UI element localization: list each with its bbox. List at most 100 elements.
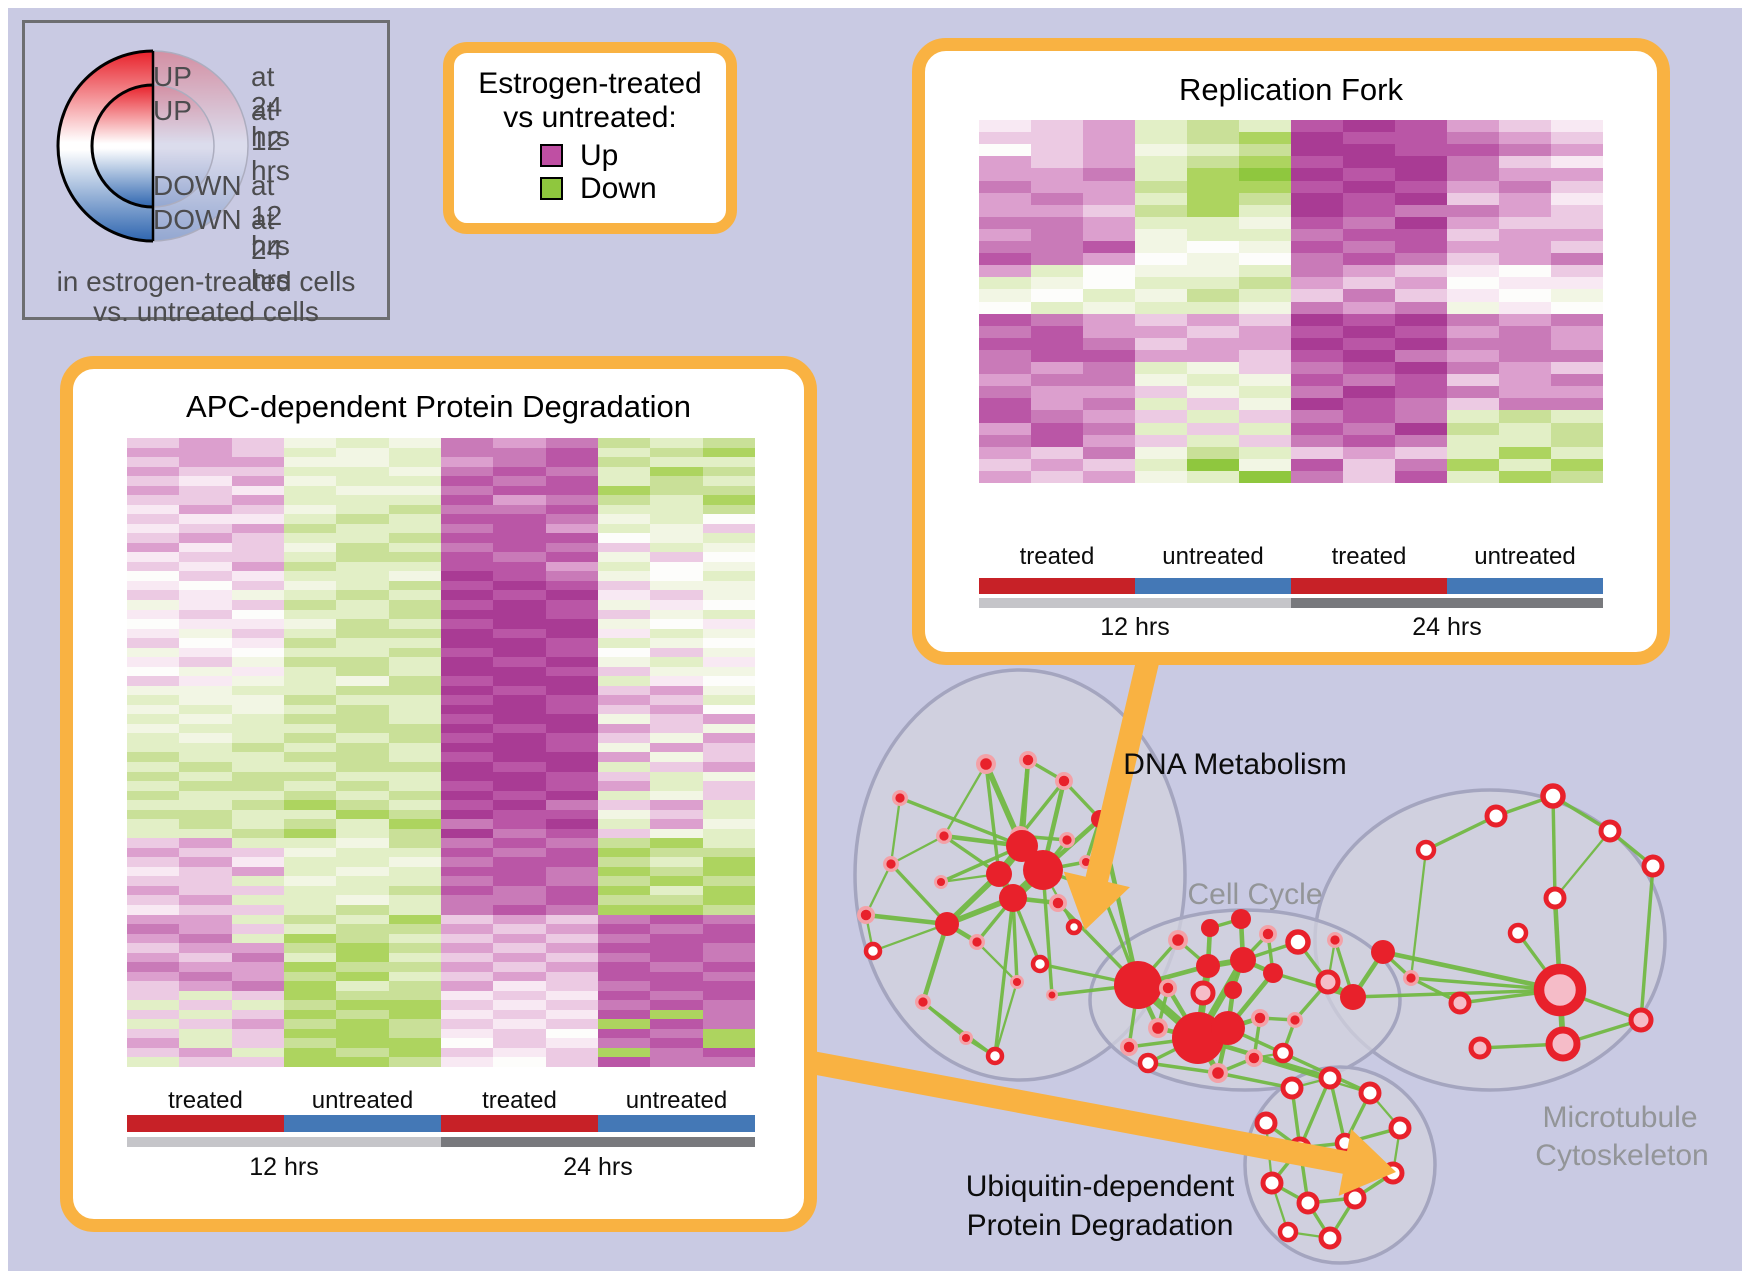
- label-24hrs: 24 hrs: [563, 1153, 633, 1181]
- cluster-label-ubiquitin-line2: Protein Degradation: [966, 1209, 1234, 1242]
- untreated-bar: [284, 1115, 441, 1132]
- network-edge: [1018, 779, 1066, 838]
- network-edge: [1018, 759, 1030, 837]
- network-edge: [1227, 1026, 1371, 1095]
- ring-time-label: at 12 hrs: [251, 95, 290, 186]
- estrogen-title-line1: Estrogen-treated: [478, 67, 702, 100]
- ring-dir-label: DOWN: [153, 204, 242, 235]
- estrogen-title-line2: vs untreated:: [503, 101, 677, 134]
- bar-24hrs: [441, 1137, 755, 1147]
- bar-12hrs: [127, 1137, 441, 1147]
- network-node-halo-core: [1012, 977, 1022, 987]
- network-edge: [943, 763, 987, 837]
- apc-heatmap-panel: APC-dependent Protein Degradation treate…: [60, 356, 817, 1232]
- network-node-ring: [1540, 783, 1566, 809]
- network-node-halo-core: [1152, 1022, 1164, 1034]
- network-node-solid: [1006, 830, 1038, 862]
- treated-bar: [127, 1115, 284, 1132]
- legend-item-up: Up: [540, 139, 657, 172]
- network-node-pink: [1315, 969, 1341, 995]
- connector-arrow-shaft: [785, 1046, 1351, 1175]
- rf-panel-title: Replication Fork: [1179, 72, 1403, 107]
- network-node-halo-core: [1290, 1015, 1300, 1025]
- network-edge: [1147, 1061, 1219, 1075]
- network-node-halo-core: [1172, 934, 1184, 946]
- network-edge: [1425, 814, 1497, 852]
- network-node-ring: [1272, 1042, 1294, 1064]
- apc-panel-title: APC-dependent Protein Degradation: [186, 389, 691, 424]
- network-node-ring: [1137, 1052, 1159, 1074]
- network-node-ring: [1285, 929, 1311, 955]
- up-color-swatch: [540, 144, 563, 167]
- network-edge: [993, 897, 1015, 1057]
- label-12hrs: 12 hrs: [1100, 613, 1170, 641]
- network-node-ring: [1030, 954, 1050, 974]
- down-color-swatch: [540, 177, 563, 200]
- network-edge: [1011, 897, 1019, 983]
- network-edge: [1554, 830, 1611, 899]
- bar-24hrs: [1291, 598, 1603, 608]
- network-node-ring: [1543, 886, 1567, 910]
- network-node-halo-core: [936, 877, 946, 887]
- network-node-ring: [1343, 1186, 1367, 1210]
- network-node-halo-core: [1262, 928, 1274, 940]
- rf-hour-labels: 12 hrs 24 hrs: [979, 612, 1603, 642]
- network-node-halo-core: [980, 758, 992, 770]
- network-node-pink: [1448, 991, 1472, 1015]
- cluster-label-cell-cycle: Cell Cycle: [1187, 878, 1323, 911]
- network-node-solid: [935, 912, 959, 936]
- group-label-treated: treated: [1019, 543, 1095, 570]
- cluster-label-dna-metabolism: DNA Metabolism: [1123, 748, 1347, 781]
- connector-arrow-head: [1338, 1128, 1396, 1196]
- network-edge: [872, 922, 948, 953]
- network-node-halo-core: [1058, 775, 1070, 787]
- network-node-halo-core: [1048, 991, 1056, 999]
- network-node-halo-core: [895, 793, 905, 803]
- network-node-ring: [1415, 839, 1437, 861]
- network-node-solid: [1263, 963, 1283, 983]
- ring-time-label: at 24 hrs: [251, 204, 290, 295]
- network-node-ring: [1318, 1226, 1342, 1250]
- network-node-solid: [1201, 919, 1219, 937]
- down-label: Down: [580, 171, 657, 205]
- label-24hrs: 24 hrs: [1412, 613, 1482, 641]
- network-edge: [1551, 795, 1557, 899]
- network-edge: [889, 862, 949, 926]
- ring-footer-line2: vs. untreated cells: [93, 296, 319, 327]
- network-node-halo-core: [972, 937, 982, 947]
- ring-time-label: at 12 hrs: [251, 170, 290, 261]
- network-node-solid: [1340, 984, 1366, 1010]
- cluster-label-microtubule-line1: Microtubule: [1542, 1101, 1698, 1134]
- network-edge: [1298, 1077, 1332, 1149]
- group-label-treated: treated: [168, 1087, 243, 1114]
- ring-dir-label: UP: [153, 95, 192, 126]
- network-node-ring: [1641, 854, 1665, 878]
- cluster-label-ubiquitin-line1: Ubiquitin-dependent: [965, 1170, 1235, 1203]
- network-edge: [984, 763, 1001, 875]
- network-node-ring: [1507, 922, 1529, 944]
- treated-bar: [979, 578, 1135, 594]
- treated-bar: [441, 1115, 598, 1132]
- bar-12hrs: [979, 598, 1291, 608]
- network-edge: [976, 941, 1018, 983]
- network-node-halo-core: [1123, 1041, 1135, 1053]
- network-edge: [1217, 1071, 1293, 1090]
- rf-group-labels: treated untreated treated untreated: [979, 543, 1603, 571]
- network-edge: [889, 797, 902, 865]
- network-node-solid: [1371, 940, 1395, 964]
- network-node-ring: [1388, 1116, 1412, 1140]
- network-node-solid: [1114, 961, 1162, 1009]
- network-node-ring: [1484, 804, 1508, 828]
- network-edge: [1041, 869, 1054, 996]
- network-edge: [1639, 865, 1655, 1021]
- cluster-label-microtubule-line2: Cytoskeleton: [1535, 1139, 1709, 1172]
- network-node-halo-core: [1062, 835, 1072, 845]
- apc-condition-colorbar: [127, 1115, 755, 1132]
- network-node-halo-core: [1052, 897, 1064, 909]
- rf-condition-colorbar: [979, 578, 1603, 594]
- group-label-treated: treated: [1331, 543, 1407, 570]
- ring-time-label: at 24 hrs: [251, 61, 290, 152]
- network-node-pink: [1533, 963, 1587, 1017]
